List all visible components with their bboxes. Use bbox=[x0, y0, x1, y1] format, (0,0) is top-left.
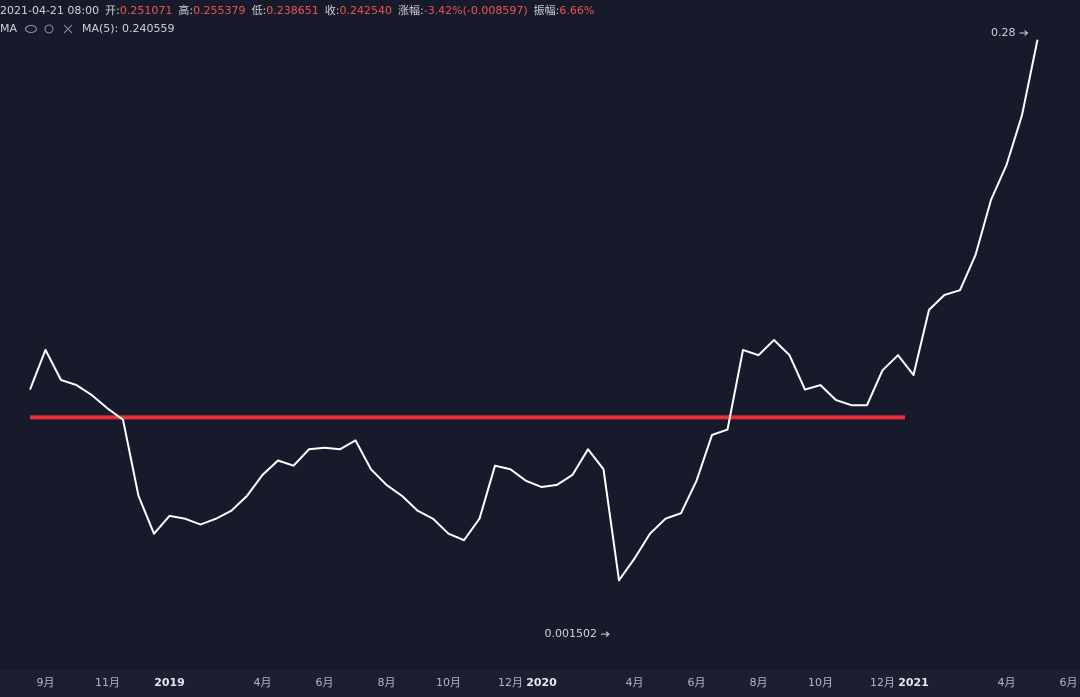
price-annotation: 0.28 bbox=[991, 26, 1016, 39]
x-tick-label: 6月 bbox=[1060, 676, 1078, 689]
x-tick-label: 12月 bbox=[870, 676, 895, 689]
header-label: 高: bbox=[178, 3, 193, 17]
header-value: 6.66% bbox=[559, 4, 594, 17]
x-tick-label: 10月 bbox=[808, 676, 833, 689]
indicator-icons bbox=[25, 24, 73, 34]
header-value: 0.242540 bbox=[340, 4, 393, 17]
x-tick-label: 10月 bbox=[436, 676, 461, 689]
x-tick-label: 4月 bbox=[626, 676, 644, 689]
x-tick-label: 8月 bbox=[750, 676, 768, 689]
x-tick-label: 2019 bbox=[154, 676, 185, 689]
annotation-arrow bbox=[601, 631, 610, 638]
header-label: 收: bbox=[325, 3, 340, 17]
annotation-arrow bbox=[1019, 30, 1029, 36]
header-value: 0.251071 bbox=[120, 4, 173, 17]
header-label: 开: bbox=[105, 4, 120, 17]
x-axis-strip bbox=[0, 670, 1080, 697]
close-icon[interactable] bbox=[63, 24, 73, 34]
header-value: -3.42%(-0.008597) bbox=[424, 4, 528, 17]
eye-icon[interactable] bbox=[25, 25, 37, 33]
ma-value: 0.240559 bbox=[122, 22, 175, 35]
settings-icon[interactable] bbox=[44, 24, 54, 34]
x-tick-label: 4月 bbox=[254, 676, 272, 689]
x-tick-label: 4月 bbox=[998, 676, 1016, 689]
header-label: 涨幅: bbox=[398, 4, 424, 17]
ma-label: MA(5): bbox=[82, 22, 118, 35]
price-annotation: 0.001502 bbox=[545, 627, 598, 640]
x-tick-label: 11月 bbox=[95, 676, 120, 689]
indicator-name: MA bbox=[0, 22, 17, 35]
header-label: 振幅: bbox=[534, 3, 560, 17]
header-date: 2021-04-21 08:00 bbox=[0, 4, 99, 17]
header-value: 0.238651 bbox=[266, 4, 319, 17]
x-tick-label: 8月 bbox=[378, 676, 396, 689]
x-tick-label: 6月 bbox=[316, 676, 334, 689]
x-tick-label: 2020 bbox=[526, 676, 557, 689]
x-tick-label: 12月 bbox=[498, 676, 523, 689]
header-label: 低: bbox=[252, 4, 267, 17]
x-tick-label: 2021 bbox=[898, 676, 929, 689]
header-value: 0.255379 bbox=[193, 4, 246, 17]
x-tick-label: 6月 bbox=[688, 676, 706, 689]
x-tick-label: 9月 bbox=[37, 676, 55, 689]
price-line bbox=[29, 39, 1039, 582]
header: 2021-04-21 08:00 开: 0.251071 高: 0.255379 低: 0.… bbox=[0, 3, 594, 17]
